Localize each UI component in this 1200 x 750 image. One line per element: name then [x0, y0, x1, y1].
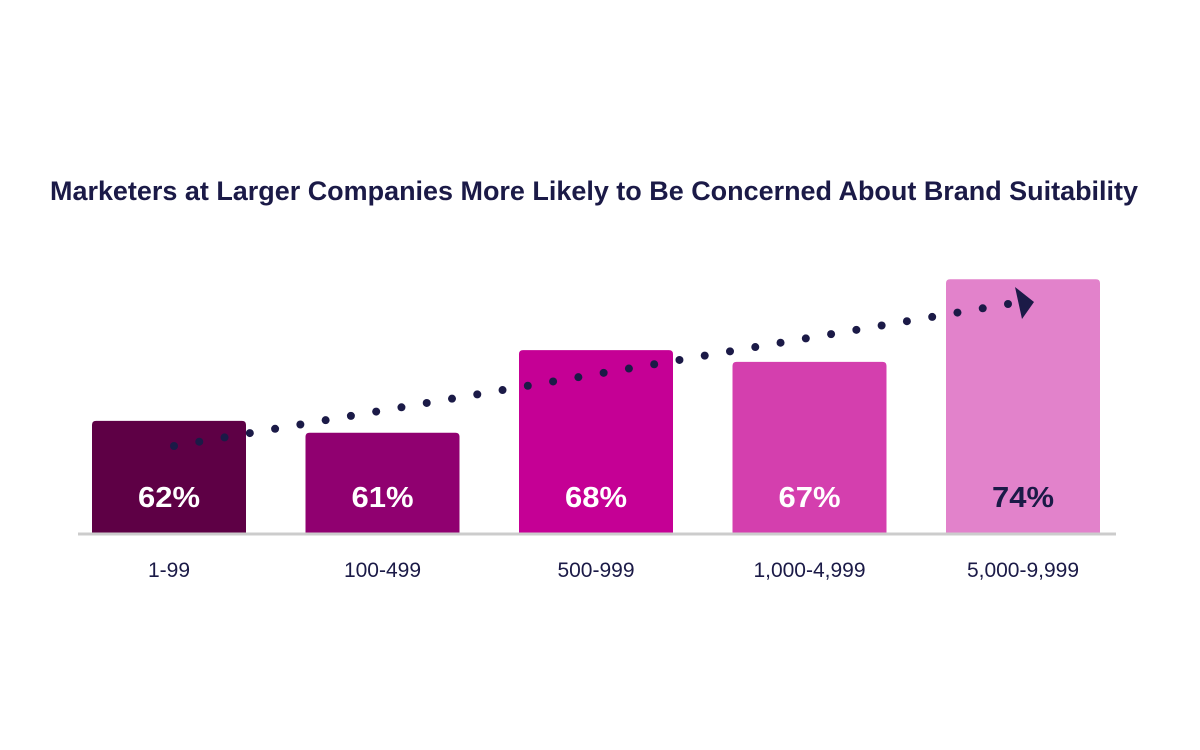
- value-label: 67%: [779, 482, 841, 514]
- trend-dot: [523, 381, 532, 390]
- bar-1-99: [92, 420, 246, 533]
- trend-dot: [726, 347, 734, 356]
- bar-100-499: [305, 432, 460, 533]
- trend-dot: [372, 407, 381, 416]
- trend-dot: [473, 390, 482, 399]
- trend-dot: [877, 321, 886, 330]
- value-label: 61%: [352, 482, 414, 514]
- trend-dot: [321, 416, 330, 425]
- category-label: 1,000-4,999: [753, 559, 865, 582]
- labels-group: 62% 1-99 61% 100-499 68% 500-999 67% 1,000-4,99…: [138, 482, 1079, 582]
- arrowhead-icon: [1015, 287, 1034, 319]
- trend-dot: [776, 338, 785, 347]
- trend-dot: [827, 330, 836, 339]
- trend-dot: [700, 351, 709, 360]
- bar-500-999: [519, 350, 673, 533]
- chart-title: Marketers at Larger Companies More Likel…: [50, 176, 1138, 206]
- trend-dot: [599, 368, 608, 377]
- trend-dot: [549, 377, 558, 386]
- trend-dot: [170, 442, 178, 450]
- trend-dot: [978, 304, 987, 313]
- bar-5,000-9,999: [946, 279, 1100, 533]
- value-label: 68%: [565, 482, 627, 514]
- value-label: 62%: [138, 482, 200, 514]
- value-label: 74%: [992, 482, 1054, 514]
- trend-dot: [346, 411, 355, 420]
- category-label: 1-99: [148, 559, 190, 582]
- trend-dot: [195, 437, 204, 446]
- trend-dot: [928, 312, 937, 321]
- trend-dot: [953, 308, 962, 317]
- trend-arrow: [170, 287, 1034, 450]
- trend-dot: [574, 373, 583, 382]
- trend-dot: [271, 424, 280, 433]
- trend-dot: [498, 386, 507, 395]
- trend-dot: [296, 420, 305, 429]
- bar-1,000-4,999: [732, 361, 887, 533]
- category-label: 5,000-9,999: [967, 559, 1079, 582]
- trend-dot: [801, 334, 810, 343]
- trend-dot: [220, 433, 229, 442]
- trend-dot: [1004, 300, 1012, 308]
- category-label: 500-999: [557, 559, 634, 582]
- trend-dot: [245, 429, 254, 438]
- category-label: 100-499: [344, 559, 421, 582]
- trend-dot: [650, 360, 659, 369]
- trend-dot: [751, 343, 760, 352]
- trend-dot: [397, 403, 406, 412]
- trend-dot: [902, 317, 911, 326]
- trend-dot: [448, 394, 456, 403]
- trend-dot: [852, 325, 861, 334]
- bars-group: [92, 279, 1100, 533]
- trend-dot: [675, 355, 684, 364]
- trend-dot: [422, 398, 431, 407]
- trend-dot: [624, 364, 633, 373]
